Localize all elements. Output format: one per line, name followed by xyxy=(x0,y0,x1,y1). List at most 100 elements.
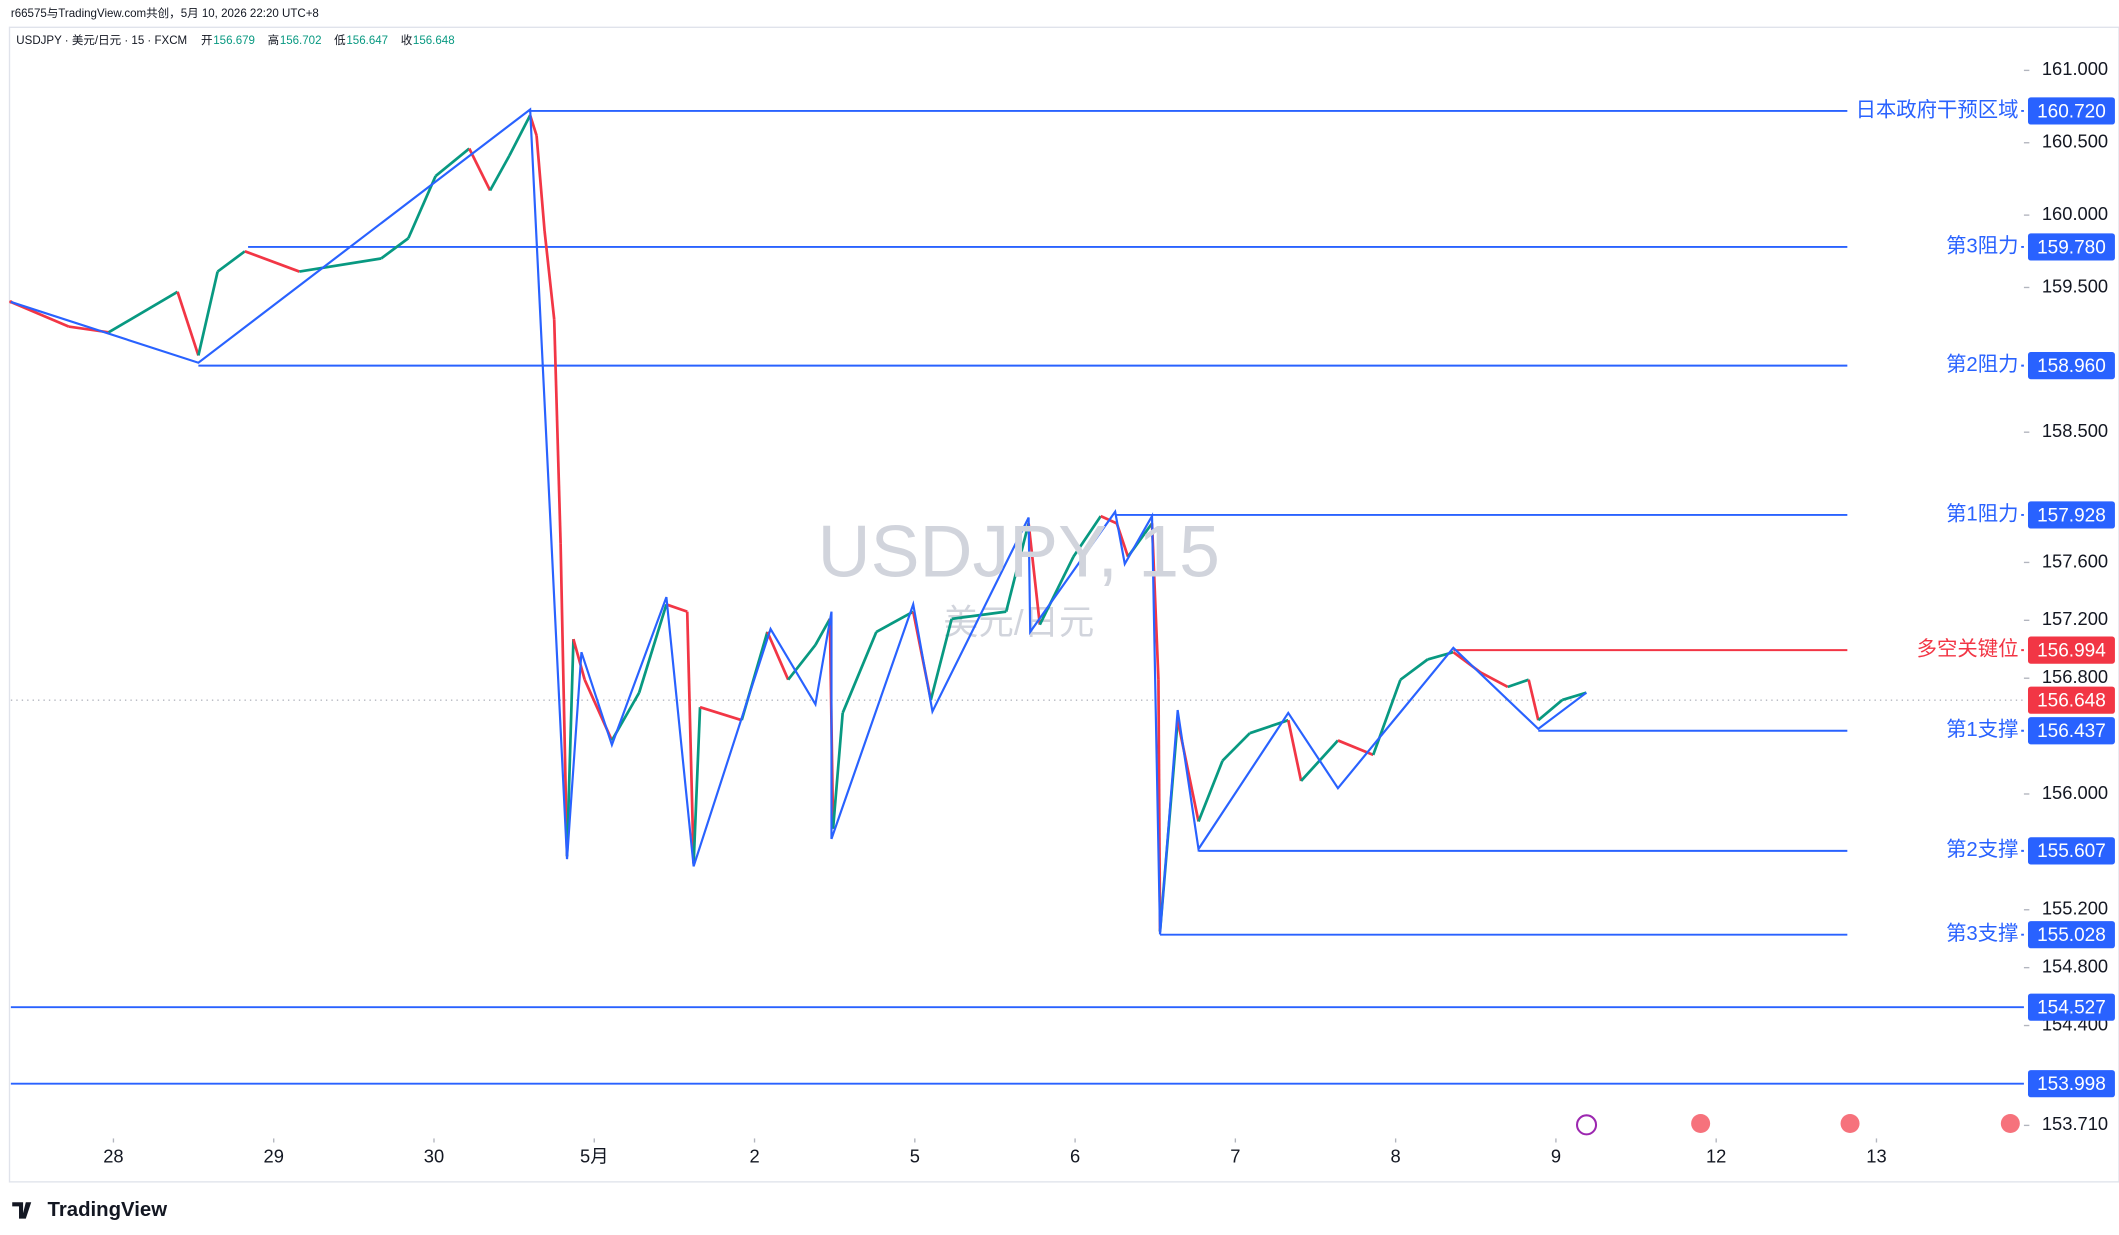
credit: r66575与TradingView.com共创，5月 10, 2026 22:… xyxy=(11,7,319,20)
level-label-bg xyxy=(1847,502,2022,528)
y-tick-label: 161.000 xyxy=(2042,58,2108,79)
price-badge xyxy=(2027,636,2115,664)
x-tick-label: 12 xyxy=(1706,1145,1726,1166)
level-label: 第2支撑 xyxy=(1946,838,2018,861)
event-icons xyxy=(1576,1113,2020,1136)
zigzag-line xyxy=(10,107,1588,935)
price-segment xyxy=(841,631,878,714)
y-tick-label: 155.200 xyxy=(2042,898,2108,919)
price-segment xyxy=(787,644,817,681)
watermark: USDJPY, 15 xyxy=(818,510,1220,592)
price-segment xyxy=(197,271,219,356)
last-price-label: 156.648 xyxy=(2037,691,2106,712)
price-segment xyxy=(176,291,200,356)
ohlc-value: 156.679 xyxy=(213,35,255,47)
price-segment xyxy=(699,705,743,722)
price-segment xyxy=(1399,658,1429,681)
watermark-sub: 美元/日元 xyxy=(943,603,1094,642)
price-badge-label: 153.998 xyxy=(2037,1074,2106,1095)
price-segment xyxy=(565,639,575,857)
x-tick-label: 5 xyxy=(910,1145,920,1166)
level-label-bg xyxy=(1847,234,2022,260)
price-segment xyxy=(552,319,562,544)
level-label: 第3支撑 xyxy=(1946,922,2018,945)
price-segment xyxy=(1527,679,1540,721)
price-segment xyxy=(559,543,569,857)
price-segment xyxy=(543,230,556,320)
price-segment xyxy=(831,712,845,829)
price-segment xyxy=(1027,523,1042,625)
price-segment xyxy=(1561,691,1587,702)
x-tick-label: 28 xyxy=(103,1145,123,1166)
event-icon xyxy=(1691,1113,1711,1133)
level-label: 第2阻力 xyxy=(1946,353,2018,376)
price-badge-label: 158.960 xyxy=(2037,356,2106,377)
level-label: 第1阻力 xyxy=(1946,502,2018,525)
logo-mark xyxy=(12,1202,32,1219)
level-label-bg xyxy=(1847,922,2022,947)
price-segment xyxy=(299,257,382,273)
price-segment xyxy=(1286,719,1303,782)
price-segment xyxy=(637,604,668,694)
y-tick-label: 156.800 xyxy=(2042,666,2108,687)
price-segment xyxy=(107,290,179,334)
price-badge-label: 156.437 xyxy=(2037,721,2106,742)
ohlc-value: 156.702 xyxy=(280,35,322,47)
x-tick-label: 5月 xyxy=(580,1145,609,1166)
price-badge-label: 160.720 xyxy=(2037,101,2106,122)
event-icon xyxy=(1576,1114,1598,1136)
price-segment xyxy=(244,250,300,273)
price-segment xyxy=(380,237,410,260)
price-segment xyxy=(572,638,586,681)
y-tick-label: 159.500 xyxy=(2042,275,2108,296)
price-badge xyxy=(2027,233,2115,261)
event-icon xyxy=(1840,1113,1860,1133)
price-segment xyxy=(692,707,702,864)
y-tick-label: 153.710 xyxy=(2042,1113,2108,1134)
price-segment xyxy=(766,631,790,681)
x-tick-label: 2 xyxy=(749,1145,759,1166)
price-badge xyxy=(2027,993,2115,1021)
price-segment xyxy=(875,610,914,634)
y-tick-label: 158.500 xyxy=(2042,420,2108,441)
price-segment xyxy=(1038,556,1075,626)
x-tick-label: 8 xyxy=(1391,1145,1401,1166)
level-label: 多空关键位 xyxy=(1917,638,2019,661)
price-segment xyxy=(535,135,546,232)
price-segment xyxy=(508,114,532,157)
logo: TradingView xyxy=(12,1199,167,1221)
event-icon xyxy=(2000,1113,2020,1133)
price-badge-label: 157.928 xyxy=(2037,505,2106,526)
level-label: 第1支撑 xyxy=(1946,718,2018,741)
y-tick-label: 157.600 xyxy=(2042,550,2108,571)
last-price-badge xyxy=(2027,686,2115,714)
price-badge xyxy=(2027,352,2115,380)
price-segment xyxy=(1507,678,1530,689)
level-label-bg xyxy=(1847,718,2022,743)
price-segment xyxy=(216,250,246,273)
level-label-bg xyxy=(1847,838,2022,864)
price-badge xyxy=(2027,921,2115,949)
level-label: 第3阻力 xyxy=(1946,234,2018,257)
price-segment xyxy=(1221,732,1251,762)
price-badge-label: 155.607 xyxy=(2037,841,2106,862)
price-segment xyxy=(468,147,492,192)
price-segment xyxy=(1537,698,1564,722)
y-tick-label: 157.200 xyxy=(2042,608,2108,629)
x-tick-label: 13 xyxy=(1866,1145,1886,1166)
level-label: 日本政府干预区域 xyxy=(1856,98,2019,121)
y-tick-label: 160.000 xyxy=(2042,203,2108,224)
y-tick-label: 154.800 xyxy=(2042,955,2108,976)
price-segment xyxy=(951,610,1007,621)
x-tick-label: 30 xyxy=(424,1145,444,1166)
price-segment xyxy=(1072,515,1102,558)
level-label-bg xyxy=(1847,353,2022,378)
ohlc-name: 开 xyxy=(201,35,213,47)
brand: TradingView xyxy=(48,1199,168,1221)
x-tick-label: 6 xyxy=(1070,1145,1080,1166)
price-badge-label: 155.028 xyxy=(2037,925,2106,946)
symbol: USDJPY · 美元/日元 · 15 · FXCM xyxy=(16,33,187,47)
ohlc-name: 低 xyxy=(334,34,346,47)
